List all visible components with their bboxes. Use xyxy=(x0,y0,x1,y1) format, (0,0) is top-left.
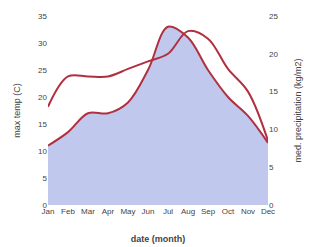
svg-text:med. precipitation (kg/m2): med. precipitation (kg/m2) xyxy=(293,58,303,162)
svg-text:20: 20 xyxy=(38,93,47,102)
svg-text:Apr: Apr xyxy=(102,207,115,216)
svg-text:May: May xyxy=(120,207,135,216)
svg-text:Jun: Jun xyxy=(142,207,155,216)
svg-text:Nov: Nov xyxy=(241,207,255,216)
svg-text:date (month): date (month) xyxy=(131,234,186,244)
svg-text:25: 25 xyxy=(269,12,278,21)
svg-text:Jan: Jan xyxy=(42,207,55,216)
svg-text:5: 5 xyxy=(43,174,48,183)
svg-text:15: 15 xyxy=(269,87,278,96)
svg-text:max temp (C): max temp (C) xyxy=(12,83,22,138)
svg-text:Sep: Sep xyxy=(201,207,216,216)
svg-text:15: 15 xyxy=(38,120,47,129)
svg-text:25: 25 xyxy=(38,66,47,75)
svg-text:Mar: Mar xyxy=(81,207,95,216)
svg-text:30: 30 xyxy=(38,39,47,48)
svg-text:Aug: Aug xyxy=(181,207,195,216)
svg-text:Feb: Feb xyxy=(61,207,75,216)
svg-text:35: 35 xyxy=(38,12,47,21)
svg-text:10: 10 xyxy=(269,125,278,134)
svg-text:5: 5 xyxy=(269,163,274,172)
svg-text:0: 0 xyxy=(43,201,48,210)
svg-text:Jul: Jul xyxy=(163,207,173,216)
svg-text:Oct: Oct xyxy=(222,207,235,216)
svg-text:0: 0 xyxy=(269,201,274,210)
svg-text:20: 20 xyxy=(269,50,278,59)
svg-text:10: 10 xyxy=(38,147,47,156)
svg-text:Dec: Dec xyxy=(261,207,275,216)
